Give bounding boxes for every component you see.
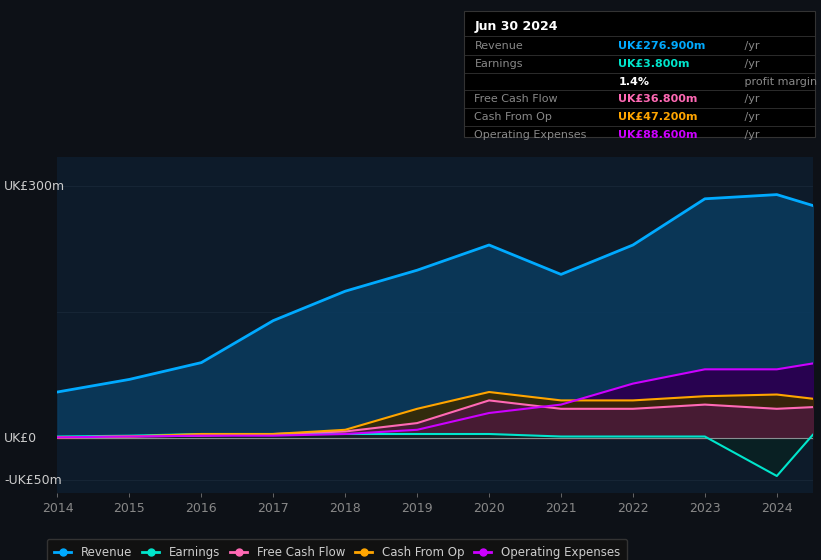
Text: /yr: /yr [741,41,760,51]
Text: UK£47.200m: UK£47.200m [618,112,698,122]
Text: /yr: /yr [741,59,760,69]
Text: UK£36.800m: UK£36.800m [618,94,698,104]
Text: /yr: /yr [741,130,760,141]
Text: -UK£50m: -UK£50m [4,474,62,487]
Text: /yr: /yr [741,94,760,104]
Text: Operating Expenses: Operating Expenses [475,130,587,141]
Text: UK£3.800m: UK£3.800m [618,59,690,69]
Legend: Revenue, Earnings, Free Cash Flow, Cash From Op, Operating Expenses: Revenue, Earnings, Free Cash Flow, Cash … [47,539,627,560]
Text: UK£88.600m: UK£88.600m [618,130,698,141]
Text: Revenue: Revenue [475,41,523,51]
Text: 1.4%: 1.4% [618,77,649,87]
Text: UK£276.900m: UK£276.900m [618,41,706,51]
Text: /yr: /yr [741,112,760,122]
Text: UK£300m: UK£300m [4,180,65,193]
Text: Free Cash Flow: Free Cash Flow [475,94,558,104]
Text: Jun 30 2024: Jun 30 2024 [475,20,558,33]
Text: Earnings: Earnings [475,59,523,69]
Text: UK£0: UK£0 [4,432,37,445]
Text: profit margin: profit margin [741,77,818,87]
Text: Cash From Op: Cash From Op [475,112,553,122]
